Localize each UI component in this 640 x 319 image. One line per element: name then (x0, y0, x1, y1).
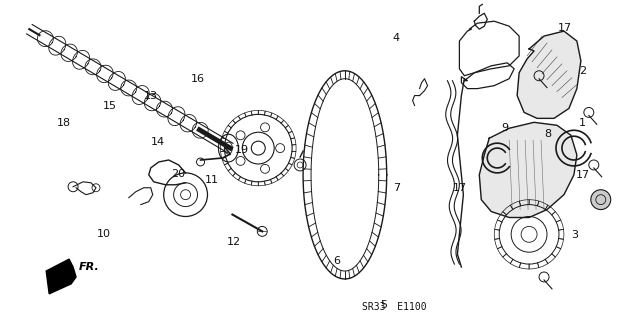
Text: 2: 2 (579, 66, 586, 76)
Text: SR33  E1100: SR33 E1100 (362, 302, 427, 312)
Text: 17: 17 (558, 23, 572, 33)
Text: 10: 10 (97, 229, 110, 239)
Text: 8: 8 (545, 129, 552, 139)
Text: 14: 14 (150, 137, 164, 147)
Polygon shape (517, 31, 581, 118)
Polygon shape (46, 259, 76, 294)
Text: 5: 5 (380, 300, 387, 310)
Text: 12: 12 (227, 237, 241, 247)
Text: 17: 17 (575, 170, 589, 180)
Text: 4: 4 (393, 33, 400, 43)
Text: 17: 17 (453, 183, 467, 193)
Text: 16: 16 (191, 74, 205, 84)
Text: 11: 11 (205, 175, 219, 185)
Circle shape (591, 190, 611, 210)
Text: 13: 13 (144, 91, 158, 101)
Text: FR.: FR. (79, 262, 100, 272)
Text: 6: 6 (333, 256, 340, 266)
Text: 15: 15 (102, 101, 116, 111)
Text: 7: 7 (393, 183, 400, 193)
Text: 18: 18 (57, 118, 71, 128)
Text: 19: 19 (235, 145, 250, 155)
Polygon shape (479, 122, 577, 218)
Text: 9: 9 (501, 123, 508, 133)
Text: 3: 3 (572, 230, 579, 241)
Text: 20: 20 (172, 169, 186, 179)
Text: 1: 1 (579, 118, 586, 128)
